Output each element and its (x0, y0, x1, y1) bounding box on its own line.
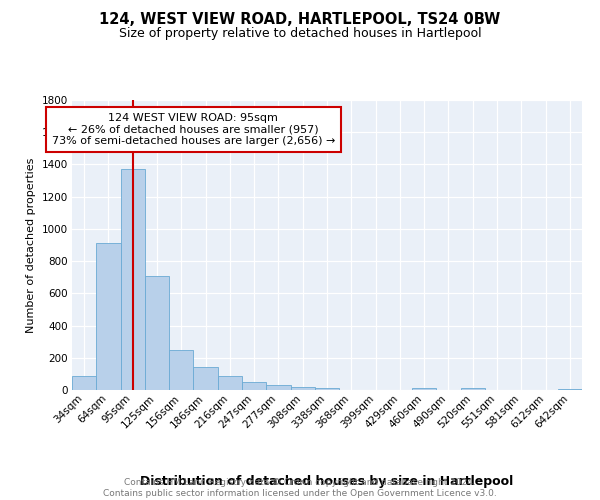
Bar (193, 366, 218, 390)
Bar (242, 382, 266, 390)
Text: Size of property relative to detached houses in Hartlepool: Size of property relative to detached ho… (119, 28, 481, 40)
Text: 124 WEST VIEW ROAD: 95sqm
← 26% of detached houses are smaller (957)
73% of semi: 124 WEST VIEW ROAD: 95sqm ← 26% of detac… (52, 113, 335, 146)
Bar (218, 376, 242, 390)
Text: 124, WEST VIEW ROAD, HARTLEPOOL, TS24 0BW: 124, WEST VIEW ROAD, HARTLEPOOL, TS24 0B… (100, 12, 500, 28)
Bar (558, 389, 582, 390)
Bar (72, 376, 96, 390)
Bar (145, 276, 169, 390)
Y-axis label: Number of detached properties: Number of detached properties (26, 158, 36, 332)
Text: Distribution of detached houses by size in Hartlepool: Distribution of detached houses by size … (140, 474, 514, 488)
Bar (461, 388, 485, 390)
Bar (290, 387, 315, 390)
Bar (169, 350, 193, 390)
Bar (121, 170, 145, 390)
Bar (315, 388, 339, 390)
Text: Contains HM Land Registry data © Crown copyright and database right 2024.
Contai: Contains HM Land Registry data © Crown c… (103, 478, 497, 498)
Bar (266, 385, 290, 390)
Bar (412, 388, 436, 390)
Bar (96, 244, 121, 390)
